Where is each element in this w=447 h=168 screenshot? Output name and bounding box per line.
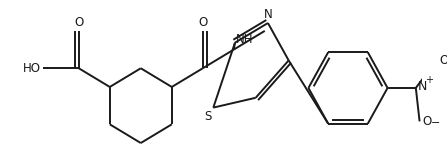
Text: N: N (417, 80, 427, 93)
Text: +: + (425, 75, 433, 85)
Text: O: O (198, 16, 207, 29)
Text: O: O (74, 16, 84, 29)
Text: −: − (431, 118, 440, 128)
Text: HO: HO (23, 62, 41, 75)
Text: O: O (422, 115, 432, 128)
Text: S: S (204, 110, 211, 123)
Text: NH: NH (236, 33, 253, 46)
Text: N: N (264, 8, 272, 21)
Text: O: O (439, 54, 447, 67)
